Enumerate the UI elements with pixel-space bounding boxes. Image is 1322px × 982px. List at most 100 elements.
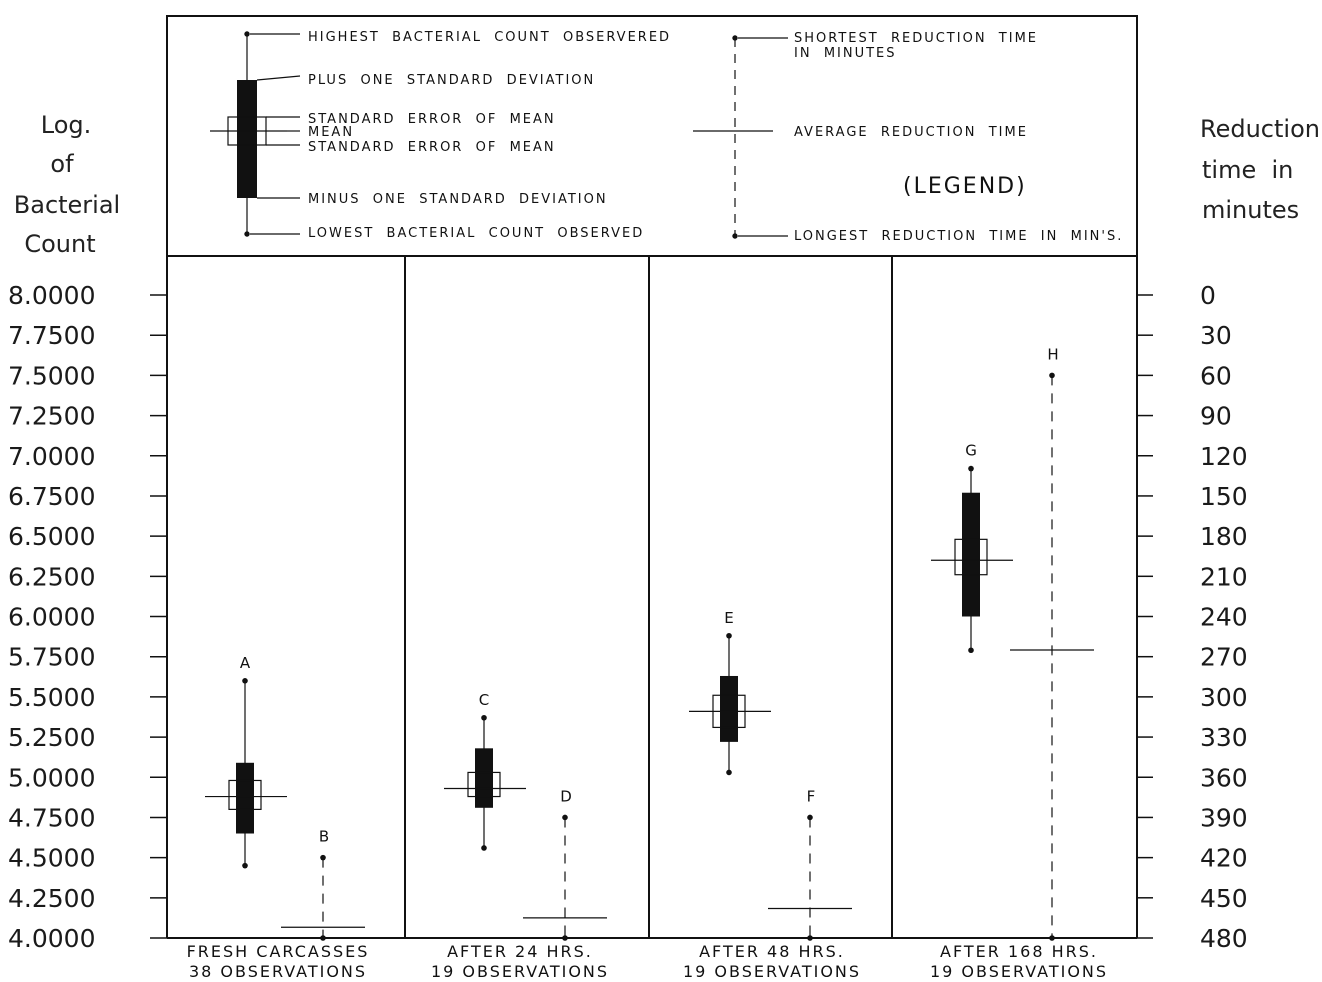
right-tick-label: 360 [1200,763,1248,792]
left-tick-label: 6.7500 [8,482,95,511]
group-1: AB [205,654,365,941]
legend-frame [166,15,1138,257]
legend-shortest-label-2: IN MINUTES [794,46,897,61]
longest-point [562,935,568,941]
min-point [968,647,974,654]
right-tick-label: 30 [1200,321,1232,350]
group-label-line2: 19 OBSERVATIONS [431,962,609,981]
series-marker-label: D [560,787,572,805]
shortest-point [1049,372,1055,379]
legend-average-label: AVERAGE REDUCTION TIME [794,125,1028,140]
se-box [228,779,262,811]
left-axis-title: Log. of Bacterial Count [14,111,120,258]
se-box [467,771,501,798]
right-tick-label: 150 [1200,482,1248,511]
sd-bar [475,748,493,808]
group-3: EF [689,609,852,941]
group-2: CD [444,691,607,941]
longest-point [807,935,813,941]
min-point [726,769,732,776]
legend-longest-label: LONGEST REDUCTION TIME IN MIN'S. [794,229,1123,244]
se-box [954,538,988,576]
left-tick-label: 7.5000 [8,361,95,390]
left-tick-label: 7.7500 [8,321,95,350]
right-tick-label: 120 [1200,442,1248,471]
legend-se-upper-label: STANDARD ERROR OF MEAN [308,112,556,127]
legend-plus-sd-label: PLUS ONE STANDARD DEVIATION [308,73,595,88]
max-point [968,465,974,472]
right-axis-title: Reduction time in minutes [1200,115,1320,224]
right-tick-label: 330 [1200,723,1248,752]
min-point [242,862,248,869]
longest-point [320,935,326,941]
group-label-line2: 38 OBSERVATIONS [189,962,367,981]
longest-point [1049,935,1055,941]
legend-longest-dot [732,233,738,239]
legend-mean-label: MEAN [308,125,354,140]
series-marker-label: G [965,442,977,460]
plot-frame [166,256,1138,939]
series-marker-label: A [240,654,251,672]
series-marker-label: C [479,691,489,709]
left-tick-label: 6.2500 [8,562,95,591]
legend-highest-label: HIGHEST BACTERIAL COUNT OBSERVERED [308,30,671,45]
left-tick-label: 5.7500 [8,643,95,672]
right-tick-label: 0 [1200,281,1216,310]
left-tick-label: 7.2500 [8,402,95,431]
left-tick-label: 6.5000 [8,522,95,551]
right-tick-label: 390 [1200,803,1248,832]
group-label-line1: AFTER 48 HRS. [699,942,845,961]
sd-bar [720,675,738,742]
group-label-line2: 19 OBSERVATIONS [930,962,1108,981]
legend-minus-sd-label: MINUS ONE STANDARD DEVIATION [308,192,608,207]
right-tick-label: 450 [1200,884,1248,913]
min-point [481,845,487,851]
left-tick-label: 4.7500 [8,803,95,832]
series-marker-label: E [724,609,733,627]
group-4: GH [931,345,1094,941]
group-label-line1: AFTER 24 HRS. [447,942,593,961]
left-tick-label: 4.2500 [8,884,95,913]
group-label-line1: AFTER 168 HRS. [940,942,1098,961]
left-axis: 8.0000 7.7500 7.5000 7.2500 7.0000 6.7500 6.50… [8,281,167,953]
left-tick-label: 8.0000 [8,281,95,310]
left-tick-label: 6.0000 [8,603,95,632]
legend-min-dot [244,231,250,237]
left-tick-label: 7.0000 [8,442,95,471]
legend-word: (LEGEND) [903,174,1027,199]
left-tick-label: 4.5000 [8,844,95,873]
legend-shortest-dot [732,35,738,41]
left-axis-title-line: Count [24,230,95,258]
right-axis: 0 30 60 90 120 150 180 210 240 270 300 330 360 390 420… [1137,281,1248,953]
series-marker-label: F [807,787,816,805]
legend-se-lower-label: STANDARD ERROR OF MEAN [308,140,556,155]
left-axis-title-line: Bacterial [14,191,120,219]
right-tick-label: 300 [1200,683,1248,712]
group-label-line1: FRESH CARCASSES [187,942,370,961]
legend-box [166,15,1138,257]
group-label-line2: 19 OBSERVATIONS [683,962,861,981]
right-tick-label: 270 [1200,643,1248,672]
legend-shortest-label: SHORTEST REDUCTION TIME [794,31,1038,46]
right-tick-label: 420 [1200,844,1248,873]
right-tick-label: 90 [1200,402,1232,431]
shortest-point [807,814,813,821]
legend-text: HIGHEST BACTERIAL COUNT OBSERVERED PLUS … [308,30,1123,244]
max-point [726,632,732,639]
max-point [481,714,487,721]
left-tick-label: 5.2500 [8,723,95,752]
right-tick-label: 210 [1200,562,1248,591]
shortest-point [320,854,326,861]
max-point [242,678,248,684]
sd-bar [236,762,254,834]
legend-lowest-label: LOWEST BACTERIAL COUNT OBSERVED [308,226,644,241]
right-tick-label: 480 [1200,924,1248,953]
left-tick-label: 4.0000 [8,924,95,953]
right-tick-label: 60 [1200,361,1232,390]
right-axis-title-line: time in [1202,156,1293,184]
legend-max-dot [244,31,250,37]
right-axis-title-line: Reduction [1200,115,1320,143]
